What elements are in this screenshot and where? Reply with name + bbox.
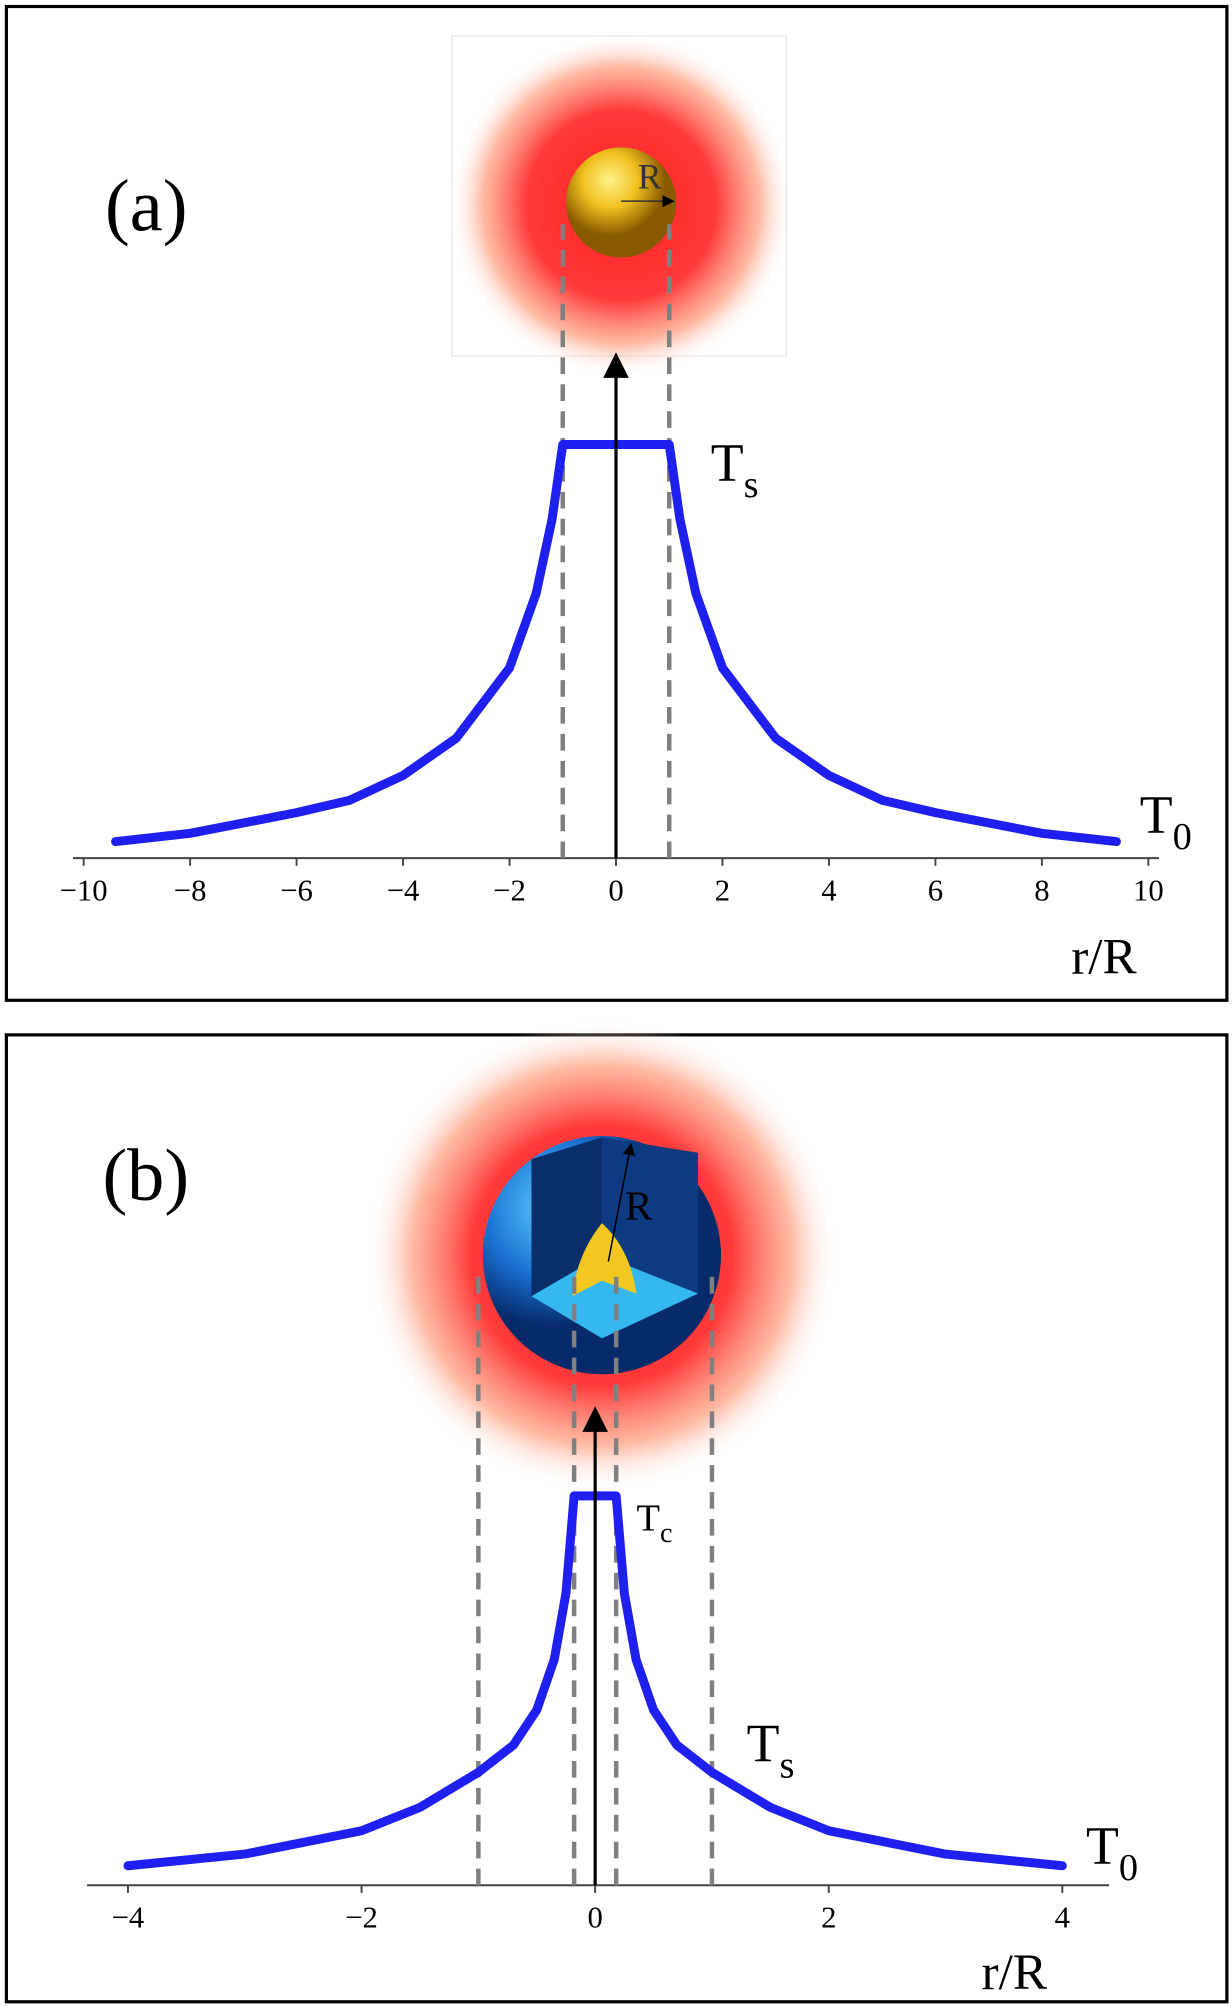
cutaway (601, 1137, 698, 1294)
x-tick-label: 4 (1055, 1901, 1070, 1935)
annotation-subscript: s (744, 464, 759, 506)
annotation: Tc (636, 1497, 672, 1549)
annotation: Ts (747, 1713, 795, 1787)
annotation-text: T (636, 1497, 659, 1539)
x-tick-label: −10 (60, 873, 108, 907)
annotation-subscript: 0 (1119, 1847, 1138, 1889)
core (572, 1223, 637, 1297)
annotation-subscript: s (779, 1745, 794, 1787)
annotation-text: T (747, 1713, 780, 1773)
x-tick-label: 4 (821, 873, 836, 907)
x-axis-label: r/R (982, 1944, 1048, 2001)
annotation: Ts (711, 432, 759, 506)
x-tick-label: −6 (280, 873, 313, 907)
x-tick-label: 2 (821, 1901, 836, 1935)
radius-arrow (607, 1142, 635, 1262)
x-tick-label: 0 (587, 1901, 602, 1935)
panel-label: (a) (105, 166, 187, 248)
annotation-text: T (711, 432, 744, 492)
annotation-subscript: 0 (1173, 816, 1192, 858)
x-tick-label: −2 (345, 1901, 378, 1935)
x-tick-label: −4 (387, 873, 420, 907)
annotation: T0 (1140, 785, 1192, 859)
x-tick-label: 8 (1034, 873, 1049, 907)
annotation: T0 (1086, 1815, 1138, 1889)
panel-label: (b) (102, 1135, 189, 1217)
annotation-text: T (1086, 1815, 1119, 1875)
x-tick-label: −4 (112, 1901, 145, 1935)
x-tick-label: 0 (608, 873, 623, 907)
x-tick-label: 2 (715, 873, 730, 907)
annotation-subscript: c (660, 1518, 673, 1549)
x-tick-label: 10 (1133, 873, 1164, 907)
radius-label: R (625, 1182, 653, 1228)
x-axis-label: r/R (1071, 928, 1137, 985)
nanoparticle (566, 147, 677, 258)
annotation-text: T (1140, 785, 1173, 845)
radius-label: R (638, 156, 662, 196)
x-tick-label: −2 (493, 873, 526, 907)
x-tick-label: −8 (174, 873, 207, 907)
x-tick-label: 6 (928, 873, 943, 907)
panel-frame (4, 4, 1229, 1002)
